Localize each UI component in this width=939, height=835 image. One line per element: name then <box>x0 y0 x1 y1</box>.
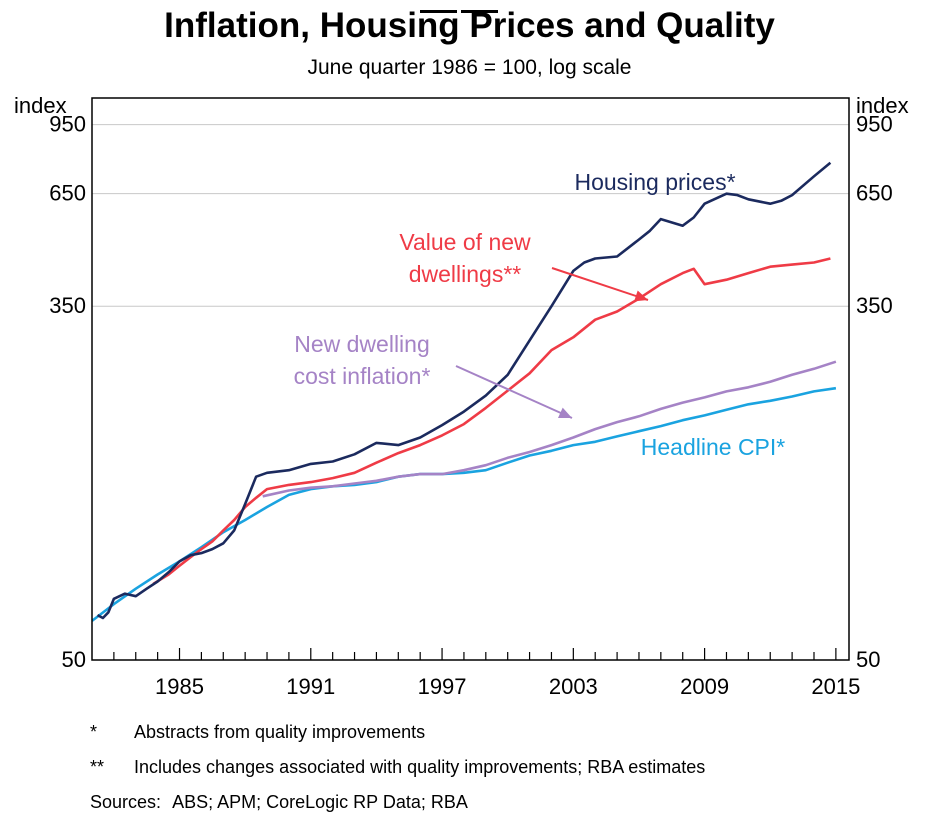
y-tick-label-right-650: 650 <box>856 181 893 206</box>
sources-line: Sources: ABS; APM; CoreLogic RP Data; RB… <box>90 792 468 813</box>
annotation-cost-line-0: New dwelling <box>294 331 430 357</box>
x-tick-label-1985: 1985 <box>155 674 204 699</box>
series-line-2 <box>262 360 837 498</box>
header-rule <box>420 0 502 13</box>
grid-lines <box>92 124 849 307</box>
x-tick-label-1997: 1997 <box>418 674 467 699</box>
y-tick-label-left-350: 350 <box>49 293 86 318</box>
arrow-cost-shaft <box>455 365 573 419</box>
footnote-2-text: Includes changes associated with quality… <box>134 757 706 777</box>
annotation-housing-line-0: Housing prices* <box>574 169 735 195</box>
series-layer <box>91 161 837 622</box>
annotation-layer: Housing prices* Value of new dwellings** Ne… <box>294 169 786 460</box>
y-tick-label-right-50: 50 <box>856 647 880 672</box>
plot-frame <box>91 97 850 661</box>
x-tick-label-1991: 1991 <box>286 674 335 699</box>
x-tick-label-2003: 2003 <box>549 674 598 699</box>
annotation-cost-line-1: cost inflation* <box>294 363 431 389</box>
sources-text: ABS; APM; CoreLogic RP Data; RBA <box>172 792 468 812</box>
footnote-1-mark: * <box>90 722 98 742</box>
arrow-value-head <box>634 290 648 302</box>
line-chart: Housing prices* Value of new dwellings** Ne… <box>14 93 909 699</box>
chart-title: Inflation, Housing Prices and Quality <box>164 6 775 45</box>
y-tick-label-right-350: 350 <box>856 293 893 318</box>
x-axis-ticks <box>113 648 837 660</box>
x-tick-label-2009: 2009 <box>680 674 729 699</box>
y-tick-label-left-650: 650 <box>49 181 86 206</box>
x-tick-label-2015: 2015 <box>811 674 860 699</box>
annotation-value-line-1: dwellings** <box>409 261 522 287</box>
arrow-value-shaft <box>551 267 649 301</box>
annotation-value-line-0: Value of new <box>399 229 531 255</box>
series-line-1 <box>152 257 831 586</box>
y-unit-left: index <box>14 93 67 118</box>
sources-label: Sources: <box>90 792 162 812</box>
y-unit-right: index <box>856 93 909 118</box>
y-tick-label-right-950: 950 <box>856 112 893 137</box>
y-tick-label-left-50: 50 <box>62 647 86 672</box>
footnote-2-mark: ** <box>90 757 105 777</box>
y-tick-label-left-950: 950 <box>49 112 86 137</box>
arrow-cost-head <box>558 407 572 418</box>
series-line-0 <box>96 161 832 620</box>
annotation-cpi-line-0: Headline CPI* <box>641 434 786 460</box>
footnote-1-text: Abstracts from quality improvements <box>134 722 426 742</box>
chart-subtitle: June quarter 1986 = 100, log scale <box>307 56 632 79</box>
